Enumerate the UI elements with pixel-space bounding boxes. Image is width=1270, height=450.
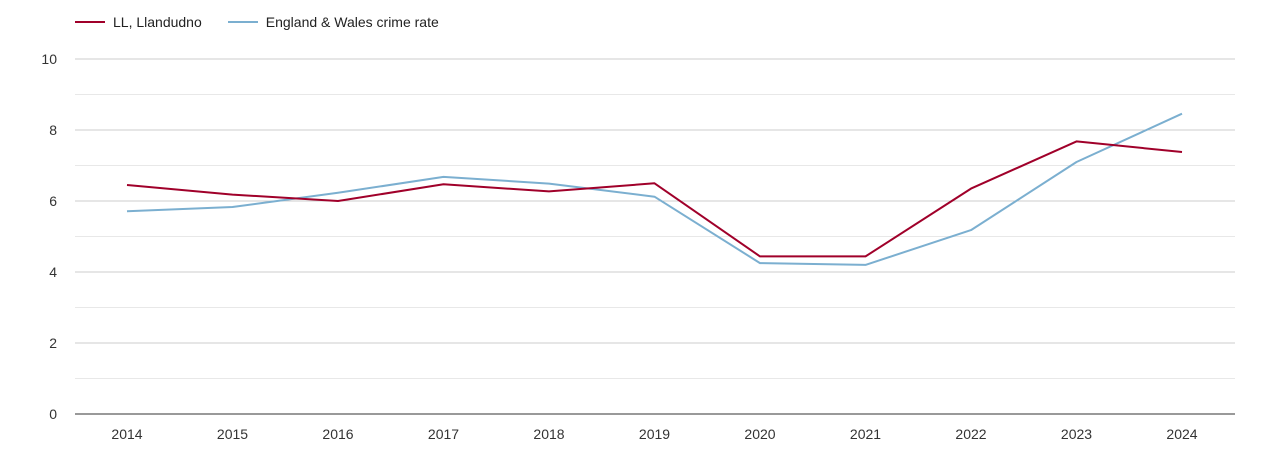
x-tick-label: 2015 xyxy=(217,426,248,442)
y-tick-label: 4 xyxy=(49,264,57,280)
x-tick-label: 2018 xyxy=(533,426,564,442)
x-tick-label: 2020 xyxy=(744,426,775,442)
legend-swatch-england-wales xyxy=(227,21,258,23)
y-tick-label: 2 xyxy=(49,335,57,351)
x-tick-label: 2016 xyxy=(322,426,353,442)
series-line-llandudno xyxy=(126,140,1183,258)
y-tick-label: 8 xyxy=(49,122,57,138)
legend-label-england-wales: England & Wales crime rate xyxy=(265,14,439,30)
x-tick-label: 2021 xyxy=(850,426,881,442)
x-tick-label: 2017 xyxy=(428,426,459,442)
x-tick-label: 2023 xyxy=(1061,426,1092,442)
legend-label-llandudno: LL, Llandudno xyxy=(113,14,202,30)
y-tick-label: 10 xyxy=(41,51,57,67)
x-tick-label: 2014 xyxy=(111,426,142,442)
y-tick-label: 6 xyxy=(49,193,57,209)
x-tick-label: 2024 xyxy=(1166,426,1197,442)
legend-item-england-wales[interactable]: England & Wales crime rate xyxy=(227,14,439,30)
y-tick-label: 0 xyxy=(49,406,57,422)
legend-item-llandudno[interactable]: LL, Llandudno xyxy=(75,14,202,30)
chart-legend: LL, Llandudno England & Wales crime rate xyxy=(75,14,465,30)
x-tick-label: 2022 xyxy=(955,426,986,442)
legend-swatch-llandudno xyxy=(75,21,105,23)
x-tick-label: 2019 xyxy=(639,426,670,442)
series-line-england-wales xyxy=(126,112,1183,266)
